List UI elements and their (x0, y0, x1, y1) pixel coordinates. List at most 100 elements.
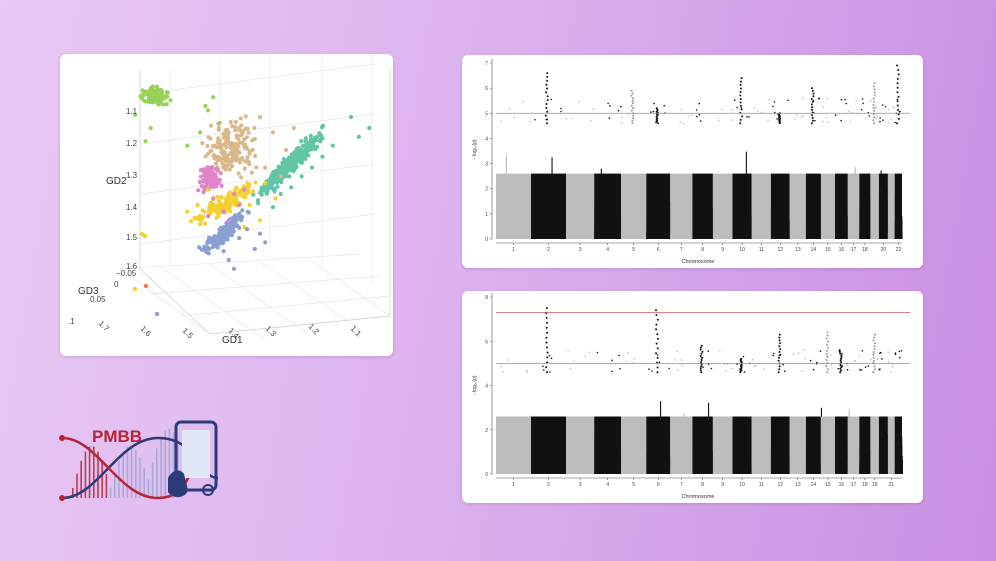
manhattan-peak-point (810, 103, 813, 106)
manhattan-point (731, 109, 733, 111)
manhattan-point (620, 122, 623, 124)
scatter-point (233, 152, 238, 157)
scatter-point (227, 198, 232, 203)
manhattan-point (712, 173, 733, 239)
manhattan-point (500, 120, 502, 123)
scatter-point (205, 213, 211, 219)
manhattan-point (621, 116, 624, 119)
manhattan-point (566, 173, 595, 239)
manhattan-point (768, 99, 770, 101)
scatter-point (273, 196, 278, 201)
manhattan-point (565, 117, 568, 120)
scatter-point (254, 165, 259, 170)
scatter-point (201, 190, 206, 195)
scatter-point (212, 143, 217, 148)
scatter-point (291, 157, 296, 162)
scatter-point (221, 156, 226, 161)
scatter-point (367, 125, 372, 131)
scatter-point (237, 192, 242, 197)
scatter-point (200, 215, 205, 220)
manhattan-point (550, 98, 552, 101)
scatter-point (235, 133, 240, 138)
scatter-point (240, 208, 245, 213)
manhattan-point (756, 110, 759, 112)
scatter-point (356, 134, 361, 139)
axis-label-gd3: GD3 (78, 286, 99, 297)
manhattan-peak-point (631, 122, 634, 125)
scatter-point (218, 171, 223, 176)
scatter-point (151, 88, 156, 93)
manhattan-peak-point (739, 122, 742, 125)
scatter-point (259, 185, 264, 190)
scatter-point (264, 189, 269, 194)
manhattan-point (849, 120, 851, 123)
manhattan-peak-point (873, 116, 875, 119)
manhattan-peak-point (739, 80, 742, 83)
manhattan-point (695, 109, 698, 111)
manhattan-point (773, 101, 776, 103)
manhattan-point (621, 173, 647, 239)
scatter-point (154, 311, 160, 317)
scatter-point (245, 146, 250, 151)
scatter-point (237, 125, 242, 131)
manhattan-peak-point (630, 94, 633, 97)
manhattan-peak-point (739, 118, 742, 121)
scatter-grid-line (139, 113, 376, 145)
scatter-x-tick: 1.7 (97, 319, 112, 334)
scatter-point (275, 184, 280, 189)
scatter-point (221, 239, 226, 244)
scatter-point (220, 161, 225, 166)
manhattan-point (888, 122, 890, 124)
manhattan-point (875, 105, 877, 108)
manhattan-peak-point (631, 119, 634, 122)
manhattan-point (522, 100, 525, 103)
manhattan-point (529, 120, 531, 123)
scatter-point (242, 190, 247, 195)
manhattan-point (698, 114, 701, 116)
manhattan-peak-point (873, 100, 876, 103)
scatter-point (289, 166, 294, 171)
manhattan-point (670, 173, 693, 239)
scatter-point (216, 125, 221, 131)
scatter-3d-plot[interactable]: 1.11.21.31.41.51.61.7 1.6 1.5 1.4 1.3 1.2 1.1−… (60, 54, 393, 356)
scatter-point (227, 140, 232, 146)
manhattan-point (876, 115, 879, 117)
manhattan-point (699, 120, 702, 122)
manhattan-peak-point (873, 88, 876, 91)
scatter-point (210, 181, 215, 186)
manhattan-peak-point (632, 117, 635, 120)
scatter-point (257, 231, 263, 236)
scatter-point (202, 209, 207, 214)
scatter-point (206, 206, 212, 211)
manhattan-peak-point (739, 91, 742, 93)
scatter-point (228, 119, 233, 125)
scatter-point (240, 155, 245, 160)
manhattan-point (732, 173, 752, 239)
scatter-point (215, 168, 220, 173)
manhattan-point (578, 100, 580, 103)
manhattan-point (796, 113, 798, 116)
scatter-grid-line (119, 253, 361, 270)
scatter-point (213, 209, 219, 214)
manhattan-point (855, 100, 857, 102)
manhattan-peak-point (546, 75, 549, 78)
manhattan-point (680, 109, 683, 111)
scatter-point (226, 137, 231, 142)
scatter-point (208, 149, 213, 154)
manhattan-peak-point (873, 94, 876, 97)
scatter-point (247, 151, 252, 156)
manhattan-peak-point (812, 95, 815, 98)
manhattan-point (826, 97, 828, 100)
scatter-point (143, 139, 148, 144)
manhattan-point (887, 173, 895, 239)
scatter-point (240, 132, 245, 137)
scatter-point (320, 154, 325, 159)
scatter-y-tick: 1.2 (126, 139, 138, 148)
scatter-point (156, 94, 161, 99)
scatter-point (205, 143, 210, 149)
scatter-3d-card: 1.1 1.2 1.3 1.4 1.5 1.6 1.7 1.6 1.5 1.4 1.3 1.2 1.1−… (60, 54, 393, 356)
manhattan-peak-point (872, 106, 875, 109)
scatter-point (210, 165, 215, 170)
scatter-point (231, 215, 236, 220)
